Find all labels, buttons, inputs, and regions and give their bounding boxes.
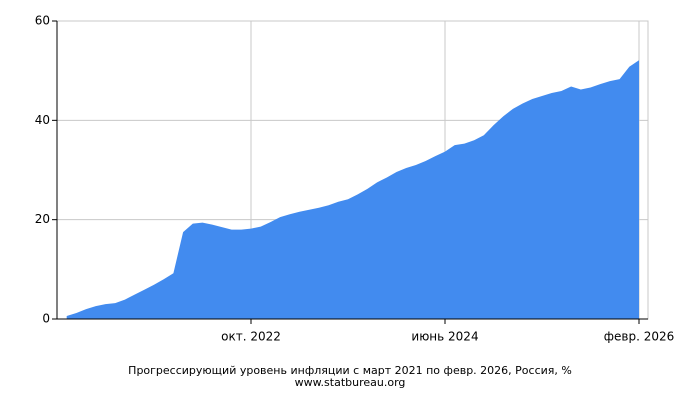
y-tick-label: 0 <box>42 312 50 326</box>
chart-title: Прогрессирующий уровень инфляции с март … <box>128 364 572 377</box>
chart-subtitle: www.statbureau.org <box>295 376 406 389</box>
x-tick-label: февр. 2026 <box>604 330 675 344</box>
y-tick-label: 60 <box>35 14 50 28</box>
y-tick-label: 20 <box>35 212 50 226</box>
y-tick-label: 40 <box>35 113 50 127</box>
x-tick-label: июнь 2024 <box>411 330 478 344</box>
x-tick-label: окт. 2022 <box>221 330 281 344</box>
area <box>66 60 639 320</box>
